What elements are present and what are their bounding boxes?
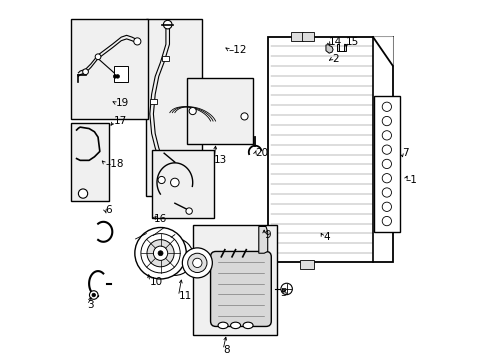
- Text: 16: 16: [153, 214, 166, 224]
- Bar: [71, 19, 148, 119]
- Circle shape: [158, 176, 165, 184]
- Text: 15: 15: [346, 37, 359, 48]
- Text: 10: 10: [149, 277, 163, 287]
- Text: 17: 17: [114, 116, 127, 126]
- Circle shape: [116, 75, 119, 78]
- Circle shape: [134, 38, 141, 45]
- Bar: [299, 260, 313, 269]
- Circle shape: [89, 291, 98, 299]
- Bar: [290, 32, 303, 41]
- Text: 20: 20: [255, 148, 268, 158]
- Polygon shape: [337, 44, 345, 51]
- Circle shape: [182, 248, 212, 278]
- Circle shape: [185, 208, 192, 214]
- Polygon shape: [372, 37, 392, 66]
- Circle shape: [78, 189, 87, 198]
- Bar: [114, 66, 128, 82]
- Text: 4: 4: [323, 232, 329, 242]
- Circle shape: [241, 113, 247, 120]
- Text: 7: 7: [401, 148, 407, 158]
- Bar: [71, 123, 108, 202]
- Polygon shape: [258, 226, 267, 253]
- Circle shape: [92, 293, 95, 297]
- Bar: [187, 78, 253, 144]
- Text: –18: –18: [105, 159, 123, 169]
- Circle shape: [163, 246, 186, 268]
- Ellipse shape: [218, 322, 227, 329]
- Bar: [151, 150, 214, 217]
- Text: 8: 8: [223, 345, 229, 355]
- Bar: [373, 96, 399, 232]
- Bar: [301, 32, 313, 41]
- Circle shape: [187, 253, 206, 273]
- Text: 9: 9: [264, 230, 270, 240]
- Bar: [149, 99, 157, 104]
- Circle shape: [281, 283, 292, 295]
- Circle shape: [382, 188, 391, 197]
- Ellipse shape: [230, 322, 240, 329]
- Circle shape: [192, 258, 202, 267]
- Circle shape: [382, 174, 391, 183]
- Text: –12: –12: [228, 45, 246, 55]
- Circle shape: [158, 251, 163, 256]
- Text: 3: 3: [87, 300, 94, 310]
- Bar: [192, 225, 276, 336]
- Circle shape: [382, 216, 391, 226]
- Text: 2: 2: [331, 54, 338, 64]
- Circle shape: [189, 108, 196, 114]
- Text: 13: 13: [214, 156, 227, 165]
- Bar: [271, 42, 372, 257]
- Text: –1: –1: [405, 175, 416, 185]
- Circle shape: [82, 69, 88, 75]
- Circle shape: [156, 238, 193, 275]
- Polygon shape: [325, 45, 332, 53]
- Text: 6: 6: [105, 205, 112, 215]
- Text: 11: 11: [178, 291, 191, 301]
- Circle shape: [382, 145, 391, 154]
- Circle shape: [113, 75, 117, 78]
- Circle shape: [153, 246, 167, 260]
- Circle shape: [147, 240, 174, 267]
- Ellipse shape: [243, 322, 253, 329]
- Circle shape: [382, 131, 391, 140]
- Circle shape: [163, 20, 172, 29]
- Circle shape: [382, 202, 391, 211]
- Circle shape: [170, 178, 179, 187]
- Circle shape: [382, 102, 391, 111]
- Circle shape: [382, 159, 391, 168]
- Text: 5: 5: [280, 288, 286, 297]
- FancyBboxPatch shape: [210, 251, 271, 327]
- Text: 14: 14: [328, 37, 341, 48]
- Bar: [162, 57, 168, 61]
- Circle shape: [135, 228, 186, 279]
- Bar: [146, 19, 201, 196]
- Circle shape: [382, 116, 391, 126]
- Circle shape: [95, 54, 101, 60]
- Bar: [267, 37, 392, 262]
- Text: 19: 19: [116, 98, 129, 108]
